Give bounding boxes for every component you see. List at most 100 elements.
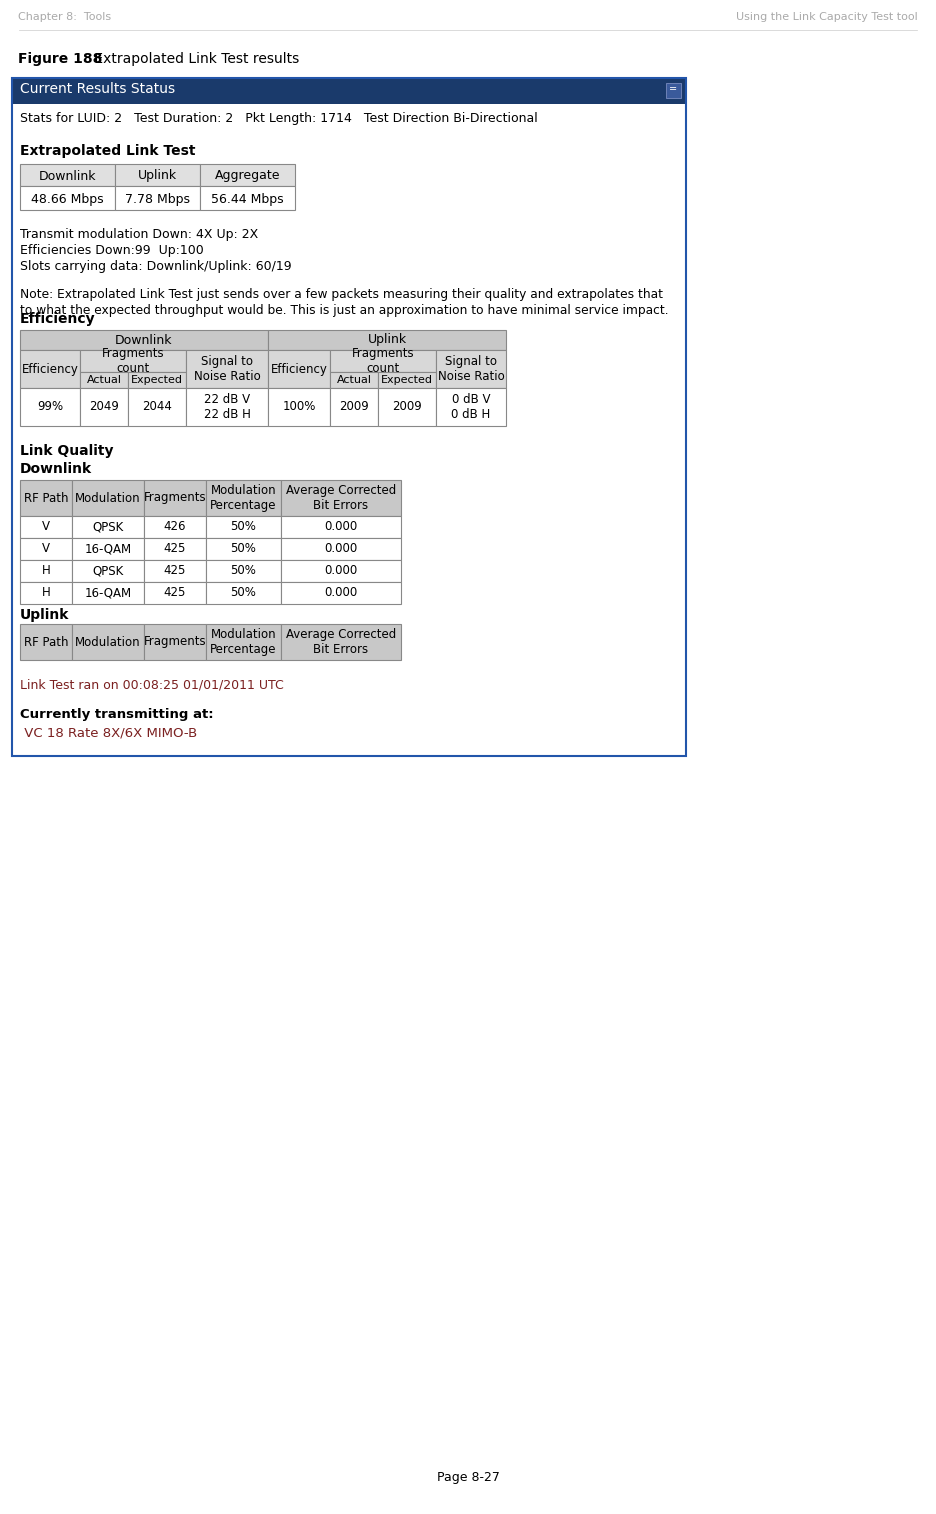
Text: Chapter 8:  Tools: Chapter 8: Tools bbox=[18, 12, 111, 23]
Text: 425: 425 bbox=[164, 586, 186, 600]
Text: 0.000: 0.000 bbox=[325, 586, 358, 600]
Text: Transmit modulation Down: 4X Up: 2X: Transmit modulation Down: 4X Up: 2X bbox=[20, 229, 258, 241]
Bar bbox=[20, 186, 115, 210]
Text: Downlink: Downlink bbox=[38, 170, 96, 183]
Bar bbox=[268, 350, 330, 388]
Bar bbox=[72, 560, 144, 581]
Text: 22 dB V
22 dB H: 22 dB V 22 dB H bbox=[203, 394, 251, 421]
Text: Fragments: Fragments bbox=[144, 636, 206, 648]
Bar bbox=[206, 560, 281, 581]
Bar bbox=[115, 164, 200, 186]
Bar bbox=[80, 372, 128, 388]
Bar bbox=[144, 480, 206, 516]
Text: Efficiencies Down:99  Up:100: Efficiencies Down:99 Up:100 bbox=[20, 244, 204, 257]
Bar bbox=[330, 350, 436, 372]
Text: 2044: 2044 bbox=[142, 401, 172, 413]
Bar bbox=[206, 624, 281, 660]
Bar bbox=[20, 624, 72, 660]
Text: 99%: 99% bbox=[37, 401, 63, 413]
Text: Signal to
Noise Ratio: Signal to Noise Ratio bbox=[438, 354, 505, 383]
Bar bbox=[12, 79, 686, 104]
Text: Note: Extrapolated Link Test just sends over a few packets measuring their quali: Note: Extrapolated Link Test just sends … bbox=[20, 288, 663, 301]
Text: Fragments
count: Fragments count bbox=[352, 347, 415, 375]
Bar bbox=[144, 560, 206, 581]
Text: to what the expected throughput would be. This is just an approximation to have : to what the expected throughput would be… bbox=[20, 304, 668, 316]
Bar bbox=[206, 480, 281, 516]
Bar bbox=[20, 581, 72, 604]
Bar bbox=[72, 581, 144, 604]
Bar bbox=[72, 537, 144, 560]
Bar bbox=[281, 516, 401, 537]
Text: Current Results Status: Current Results Status bbox=[20, 82, 175, 95]
Text: Uplink: Uplink bbox=[20, 609, 69, 622]
Text: QPSK: QPSK bbox=[93, 565, 124, 577]
Text: Modulation: Modulation bbox=[75, 492, 140, 504]
Text: Aggregate: Aggregate bbox=[214, 170, 280, 183]
Bar bbox=[281, 560, 401, 581]
Bar bbox=[20, 350, 80, 388]
Text: Downlink: Downlink bbox=[20, 462, 92, 475]
Bar bbox=[436, 388, 506, 425]
Bar bbox=[281, 537, 401, 560]
Text: Using the Link Capacity Test tool: Using the Link Capacity Test tool bbox=[737, 12, 918, 23]
Text: Page 8-27: Page 8-27 bbox=[436, 1472, 500, 1484]
Text: Modulation: Modulation bbox=[75, 636, 140, 648]
Text: 2009: 2009 bbox=[339, 401, 369, 413]
Bar bbox=[72, 480, 144, 516]
Bar bbox=[115, 186, 200, 210]
Bar bbox=[200, 164, 295, 186]
Bar bbox=[20, 516, 72, 537]
Bar bbox=[666, 83, 681, 98]
Bar bbox=[281, 624, 401, 660]
Bar bbox=[268, 388, 330, 425]
Bar bbox=[20, 388, 80, 425]
Bar bbox=[200, 186, 295, 210]
Text: 50%: 50% bbox=[230, 565, 256, 577]
Text: 0.000: 0.000 bbox=[325, 565, 358, 577]
Text: 50%: 50% bbox=[230, 542, 256, 556]
Bar bbox=[72, 516, 144, 537]
Bar bbox=[20, 330, 268, 350]
Bar bbox=[20, 480, 72, 516]
Bar bbox=[144, 624, 206, 660]
Text: 50%: 50% bbox=[230, 586, 256, 600]
Bar bbox=[330, 372, 378, 388]
Text: Efficiency: Efficiency bbox=[271, 362, 328, 375]
Text: Link Quality: Link Quality bbox=[20, 444, 113, 459]
Text: 16-QAM: 16-QAM bbox=[84, 542, 132, 556]
Text: 56.44 Mbps: 56.44 Mbps bbox=[212, 192, 284, 206]
Text: Modulation
Percentage: Modulation Percentage bbox=[211, 628, 277, 656]
Text: 16-QAM: 16-QAM bbox=[84, 586, 132, 600]
Bar bbox=[20, 537, 72, 560]
Bar bbox=[378, 388, 436, 425]
Bar bbox=[144, 581, 206, 604]
Bar bbox=[12, 79, 686, 755]
Bar bbox=[186, 388, 268, 425]
Text: Fragments
count: Fragments count bbox=[102, 347, 165, 375]
Text: VC 18 Rate 8X/6X MIMO-B: VC 18 Rate 8X/6X MIMO-B bbox=[20, 727, 197, 739]
Text: 0.000: 0.000 bbox=[325, 542, 358, 556]
Bar bbox=[281, 581, 401, 604]
Bar bbox=[20, 560, 72, 581]
Bar bbox=[186, 350, 268, 388]
Text: Uplink: Uplink bbox=[138, 170, 177, 183]
Text: 48.66 Mbps: 48.66 Mbps bbox=[31, 192, 104, 206]
Bar bbox=[80, 388, 128, 425]
Bar bbox=[206, 581, 281, 604]
Text: Stats for LUID: 2   Test Duration: 2   Pkt Length: 1714   Test Direction Bi-Dire: Stats for LUID: 2 Test Duration: 2 Pkt L… bbox=[20, 112, 538, 126]
Bar bbox=[436, 350, 506, 388]
Text: 0.000: 0.000 bbox=[325, 521, 358, 533]
Text: Modulation
Percentage: Modulation Percentage bbox=[211, 484, 277, 512]
Text: 50%: 50% bbox=[230, 521, 256, 533]
Text: Extrapolated Link Test: Extrapolated Link Test bbox=[20, 144, 196, 157]
Text: 425: 425 bbox=[164, 542, 186, 556]
Text: H: H bbox=[41, 565, 51, 577]
Text: Fragments: Fragments bbox=[144, 492, 206, 504]
Text: Expected: Expected bbox=[381, 375, 433, 385]
Text: 0 dB V
0 dB H: 0 dB V 0 dB H bbox=[451, 394, 490, 421]
Text: Slots carrying data: Downlink/Uplink: 60/19: Slots carrying data: Downlink/Uplink: 60… bbox=[20, 260, 292, 273]
Text: H: H bbox=[41, 586, 51, 600]
Text: Expected: Expected bbox=[131, 375, 183, 385]
Text: Actual: Actual bbox=[337, 375, 372, 385]
Bar bbox=[206, 537, 281, 560]
